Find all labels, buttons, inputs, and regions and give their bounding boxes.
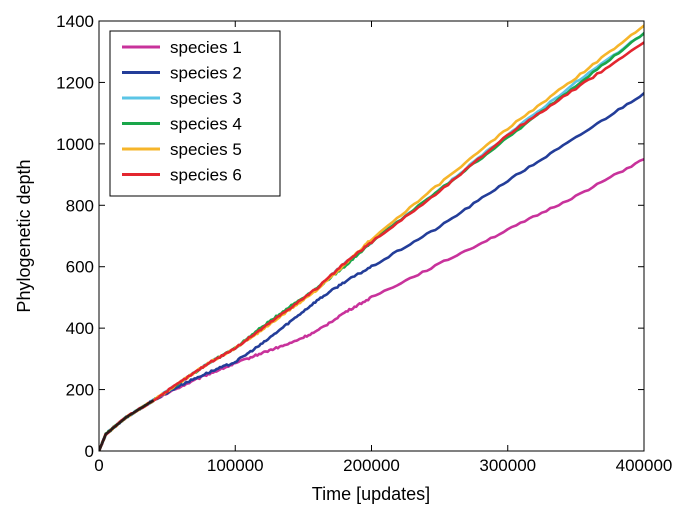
legend-label-4: species 4 [170,115,242,134]
x-axis: 0 100000 200000 300000 400000 [94,21,672,475]
x-tick-label: 300000 [479,456,536,475]
legend-label-5: species 5 [170,140,242,159]
x-tick-label: 200000 [343,456,400,475]
shared-trunk-line [99,399,155,451]
y-tick-label: 1200 [56,73,94,92]
legend-box [109,30,281,197]
y-tick-label: 1400 [56,12,94,31]
x-tick-label: 100000 [207,456,264,475]
legend-label-2: species 2 [170,64,242,83]
x-axis-title: Time [updates] [312,484,430,504]
x-tick-label: 0 [94,456,103,475]
legend: species 1 species 2 species 3 species 4 spec… [109,30,281,197]
y-tick-label: 400 [66,319,94,338]
y-tick-label: 800 [66,196,94,215]
legend-label-3: species 3 [170,89,242,108]
x-tick-label: 400000 [616,456,673,475]
series-line-1 [99,157,644,451]
legend-label-6: species 6 [170,166,242,185]
y-tick-label: 600 [66,258,94,277]
series-layer [99,24,644,451]
y-tick-label: 200 [66,381,94,400]
legend-label-1: species 1 [170,38,242,57]
y-axis-title: Phylogenetic depth [14,159,34,312]
y-axis: 0 200 400 600 800 1000 1200 1400 [56,12,644,461]
y-tick-label: 0 [85,442,94,461]
y-tick-label: 1000 [56,135,94,154]
